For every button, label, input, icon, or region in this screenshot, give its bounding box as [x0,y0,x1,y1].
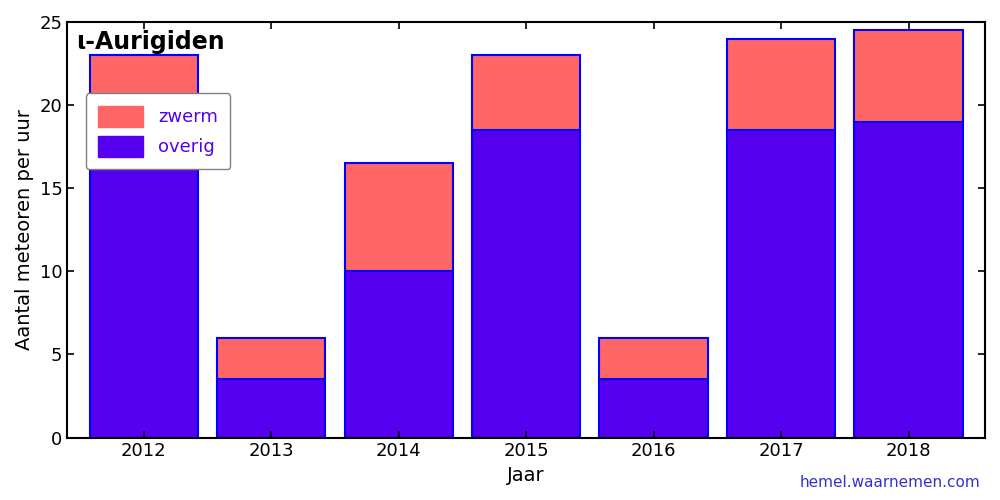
Text: hemel.waarnemen.com: hemel.waarnemen.com [799,475,980,490]
Bar [727,38,835,130]
Bar [472,55,580,130]
Bar [727,130,835,438]
Bar [599,380,708,438]
Y-axis label: Aantal meteoren per uur: Aantal meteoren per uur [15,110,34,350]
Bar [90,138,198,438]
Text: ι-Aurigiden: ι-Aurigiden [77,30,225,54]
Bar [217,338,325,380]
Bar [217,380,325,438]
Bar [854,30,963,122]
Bar [345,272,453,438]
Legend: zwerm, overig: zwerm, overig [86,94,230,170]
Bar [90,55,198,138]
Bar [472,130,580,438]
X-axis label: Jaar: Jaar [507,466,545,485]
Bar [345,164,453,272]
Bar [599,338,708,380]
Bar [854,122,963,438]
